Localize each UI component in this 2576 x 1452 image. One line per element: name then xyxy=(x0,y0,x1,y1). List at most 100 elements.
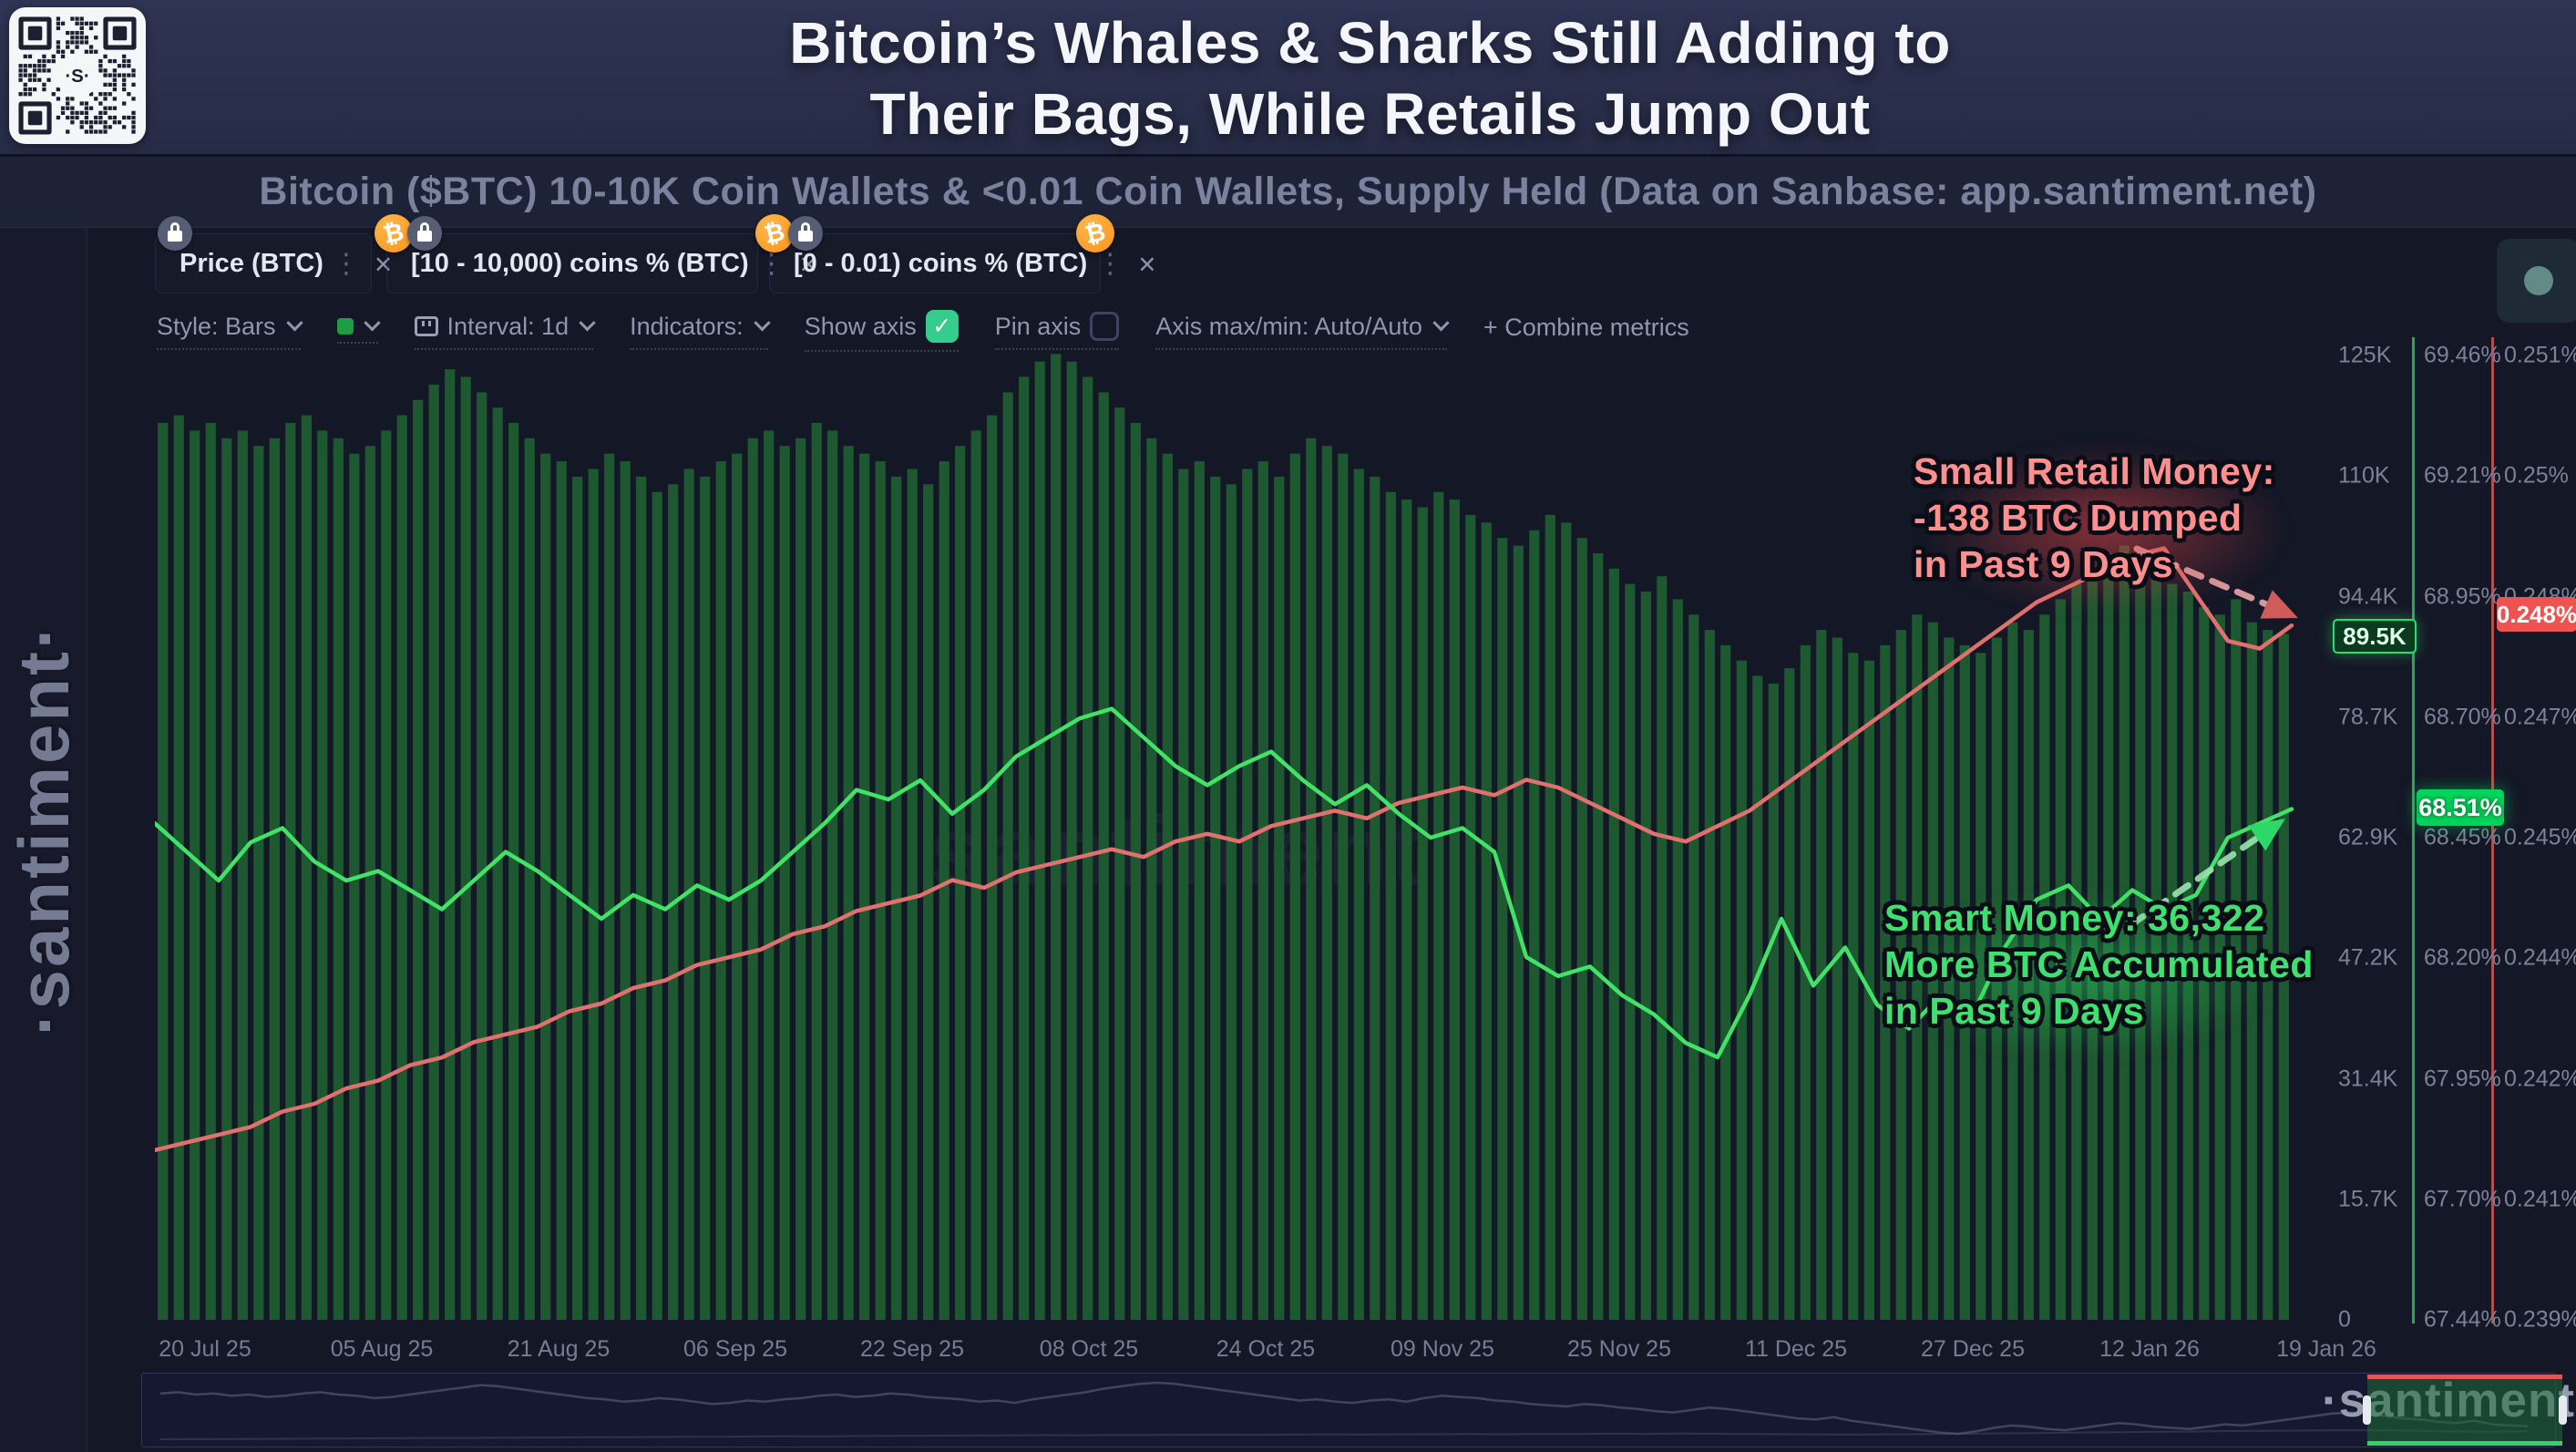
style-dropdown[interactable]: Style: Bars xyxy=(157,312,303,350)
checkbox-unchecked-icon[interactable] xyxy=(1090,312,1120,341)
smart-annotation-glow xyxy=(1841,870,2324,1080)
title-band xyxy=(0,0,2576,157)
retail-axis-tick: 0.245% xyxy=(2504,824,2576,850)
metric-tab-price[interactable]: Price (BTC) ⋮ × xyxy=(155,216,392,293)
chart-options-button[interactable] xyxy=(2497,239,2576,323)
close-icon[interactable]: × xyxy=(1138,246,1156,281)
style-dropdown-label: Style: Bars xyxy=(157,312,276,340)
price-axis-tick: 78.7K xyxy=(2338,704,2398,730)
retail-axis-line xyxy=(2491,337,2494,1323)
chevron-down-icon xyxy=(753,314,771,331)
retail-axis-tick: 0.239% xyxy=(2504,1306,2576,1333)
interval-dropdown-label: Interval: 1d xyxy=(446,312,570,340)
price-current-badge: 89.5K xyxy=(2333,619,2417,654)
price-axis-tick: 62.9K xyxy=(2338,824,2398,850)
color-swatch-dropdown[interactable] xyxy=(336,314,381,344)
retail-annotation-line: -138 BTC Dumped xyxy=(1914,497,2242,539)
whales-axis-tick: 69.21% xyxy=(2424,462,2501,489)
title-line-1: Bitcoin’s Whales & Sharks Still Adding t… xyxy=(789,10,1951,76)
kebab-menu-icon[interactable]: ⋮ xyxy=(332,248,360,279)
pin-axis-label: Pin axis xyxy=(994,312,1082,340)
indicators-dropdown[interactable]: Indicators: xyxy=(630,312,771,350)
retail-annotation-line: in Past 9 Days xyxy=(1914,543,2174,585)
whales-axis-tick: 68.45% xyxy=(2424,824,2501,850)
date-axis-tick: 24 Oct 25 xyxy=(1216,1336,1316,1362)
show-axis-toggle[interactable]: Show axis ✓ xyxy=(804,310,959,352)
axis-maxmin-dropdown[interactable]: Axis max/min: Auto/Auto xyxy=(1155,312,1450,350)
chevron-down-icon xyxy=(285,314,303,331)
kebab-menu-icon[interactable]: ⋮ xyxy=(1096,248,1124,279)
metric-tab-whale-wallets[interactable]: ₿ [10 - 10,000) coins % (BTC) ⋮ × xyxy=(375,214,817,293)
qr-code: ·S· xyxy=(9,7,146,144)
timeline-minimap[interactable] xyxy=(141,1373,2556,1447)
metric-tab-label: Price (BTC) xyxy=(180,248,323,278)
interval-icon xyxy=(414,316,438,336)
chart-subtitle: Bitcoin ($BTC) 10-10K Coin Wallets & <0.… xyxy=(259,170,2317,213)
date-axis-tick: 05 Aug 25 xyxy=(330,1336,434,1362)
date-axis-tick: 27 Dec 25 xyxy=(1921,1336,2025,1362)
indicators-dropdown-label: Indicators: xyxy=(630,312,744,340)
combine-metrics-button[interactable]: + Combine metrics xyxy=(1483,314,1689,349)
interval-dropdown[interactable]: Interval: 1d xyxy=(414,312,596,350)
date-axis-tick: 19 Jan 26 xyxy=(2276,1336,2376,1362)
lock-icon xyxy=(788,216,823,251)
minimap-selection-brush[interactable] xyxy=(2363,1375,2567,1446)
brush-handle-right[interactable] xyxy=(2559,1395,2567,1425)
pin-axis-toggle[interactable]: Pin axis xyxy=(994,312,1120,350)
santiment-vertical-logo: ·santiment· xyxy=(0,474,95,1185)
retail-current-badge: 0.248% xyxy=(2497,597,2576,632)
date-axis-tick: 09 Nov 25 xyxy=(1391,1336,1494,1362)
price-axis-tick: 125K xyxy=(2338,342,2392,368)
price-axis-tick: 0 xyxy=(2338,1306,2351,1333)
retail-annotation-glow xyxy=(1873,424,2337,633)
date-axis-tick: 11 Dec 25 xyxy=(1744,1336,1848,1362)
whales-axis-tick: 67.44% xyxy=(2424,1306,2501,1333)
retail-axis-tick: 0.241% xyxy=(2504,1186,2576,1212)
price-axis-tick: 31.4K xyxy=(2338,1066,2398,1091)
bitcoin-icon: ₿ xyxy=(375,214,413,252)
smart-annotation-line: Smart Money: 36,322 xyxy=(1884,897,2265,939)
smart-annotation-line: in Past 9 Days xyxy=(1884,990,2145,1032)
retail-annotation: Small Retail Money: -138 BTC Dumped in P… xyxy=(1914,448,2275,588)
show-axis-label: Show axis xyxy=(804,312,917,340)
date-axis-tick: 08 Oct 25 xyxy=(1039,1336,1139,1362)
metric-tab-label: [10 - 10,000) coins % (BTC) xyxy=(411,248,749,278)
axis-maxmin-label: Axis max/min: Auto/Auto xyxy=(1155,312,1422,340)
lock-icon xyxy=(158,216,192,251)
whales-axis-line xyxy=(2412,337,2415,1323)
brush-handle-left[interactable] xyxy=(2363,1395,2371,1425)
combine-metrics-label: + Combine metrics xyxy=(1483,313,1689,341)
date-axis-tick: 25 Nov 25 xyxy=(1567,1336,1671,1362)
close-icon[interactable]: × xyxy=(799,246,817,281)
price-axis-tick: 110K xyxy=(2338,462,2390,489)
lock-icon xyxy=(407,216,442,251)
whales-current-badge: 68.51% xyxy=(2417,789,2504,826)
svg-text:·S·: ·S· xyxy=(65,66,89,87)
retail-annotation-line: Small Retail Money: xyxy=(1914,450,2275,492)
price-axis-tick: 15.7K xyxy=(2338,1186,2398,1212)
date-axis-tick: 20 Jul 25 xyxy=(159,1336,251,1362)
whales-axis-tick: 68.95% xyxy=(2424,583,2501,609)
bitcoin-icon: ₿ xyxy=(755,214,794,252)
whales-axis-tick: 67.95% xyxy=(2424,1066,2501,1091)
title-line-2: Their Bags, While Retails Jump Out xyxy=(869,81,1871,147)
date-axis-tick: 22 Sep 25 xyxy=(860,1336,964,1362)
chart-toolbar: Style: Bars Interval: 1d Indicators: Sho… xyxy=(157,308,1689,354)
checkbox-checked-icon[interactable]: ✓ xyxy=(925,310,959,343)
metric-tab-retail-wallets[interactable]: ₿ [0 - 0.01) coins % (BTC) ⋮ × ₿ xyxy=(755,214,1156,293)
kebab-menu-icon[interactable]: ⋮ xyxy=(757,248,785,279)
retail-axis-tick: 0.25% xyxy=(2504,462,2569,489)
color-swatch xyxy=(336,318,354,335)
retail-axis-tick: 0.247% xyxy=(2504,704,2576,730)
dot-icon xyxy=(2524,266,2553,295)
whales-axis-tick: 68.20% xyxy=(2424,944,2501,971)
close-icon[interactable]: × xyxy=(374,246,393,281)
smart-money-annotation: Smart Money: 36,322 More BTC Accumulated… xyxy=(1884,895,2314,1035)
date-axis-tick: 21 Aug 25 xyxy=(507,1336,611,1362)
smart-annotation-line: More BTC Accumulated xyxy=(1884,943,2314,985)
retail-axis-tick: 0.251% xyxy=(2504,342,2576,368)
retail-axis-tick: 0.242% xyxy=(2504,1066,2576,1091)
chevron-down-icon xyxy=(363,314,381,331)
santiment-vertical-logo-text: ·santiment· xyxy=(3,623,84,1036)
chevron-down-icon xyxy=(1432,314,1450,331)
